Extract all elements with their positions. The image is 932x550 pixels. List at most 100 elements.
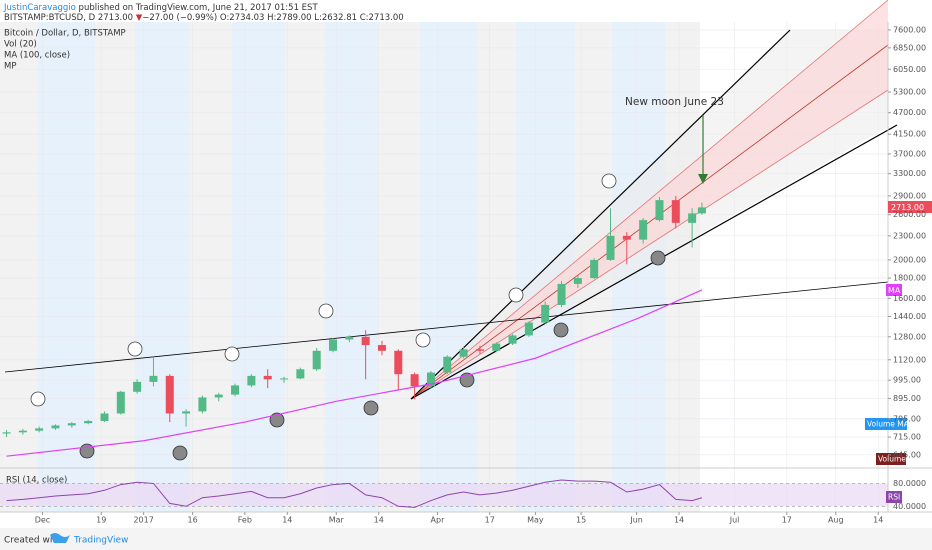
- y-tick-label: 1440.00: [893, 312, 926, 321]
- arrow: ▼: [136, 13, 143, 23]
- y-tick-label: 3300.00: [893, 169, 926, 178]
- plot: [0, 195, 888, 508]
- candle-body: [116, 391, 125, 414]
- rsi-badge: RSI: [888, 493, 900, 502]
- author: JustinCaravaggio published on TradingVie…: [3, 3, 318, 13]
- candle-body: [639, 220, 648, 240]
- x-tick-label: Aug: [828, 516, 844, 525]
- candle-body: [524, 322, 533, 336]
- y-tick-label: 1800.00: [893, 274, 926, 283]
- candle-body: [280, 378, 289, 380]
- x-tick-label: 16: [188, 516, 198, 525]
- symbol-line: BITSTAMP:BTCUSD, D 2713.00 ▼−27.00 (−0.9…: [4, 13, 404, 23]
- footer-text: Created with: [4, 536, 62, 546]
- candle-body: [426, 372, 435, 387]
- legend-item: Vol (20): [4, 40, 37, 50]
- x-tick-label: 14: [873, 516, 883, 525]
- author-name: JustinCaravaggio: [3, 3, 76, 13]
- x-tick-label: 15: [576, 516, 586, 525]
- candle-body: [541, 304, 550, 323]
- candle-body: [296, 369, 305, 379]
- candle-body: [329, 339, 337, 351]
- x-tick-label: Jun: [629, 516, 643, 525]
- volume-ma-badge: Volume MA: [867, 420, 910, 429]
- x-tick-label: 19: [96, 516, 106, 525]
- y-tick-label: 2300.00: [893, 231, 926, 240]
- y-tick-label: 6050.00: [893, 65, 926, 74]
- candle-body: [590, 259, 599, 279]
- ma-line: [6, 289, 703, 457]
- x-tick-label: Apr: [431, 516, 446, 525]
- candle-body: [697, 207, 706, 214]
- x-tick-label: 2017: [133, 516, 153, 525]
- candle-body: [492, 343, 501, 351]
- y-tick-label: 4150.00: [893, 130, 926, 139]
- annotation: New moon June 23: [625, 96, 724, 108]
- x-tick-label: 14: [674, 516, 684, 525]
- candle-body: [573, 278, 582, 284]
- chart-title: Bitcoin / Dollar, D, BITSTAMP: [4, 29, 126, 39]
- footer-bar: [0, 528, 932, 550]
- y-tick-label: 645.00: [893, 450, 921, 459]
- x-tick-label: Jul: [729, 516, 740, 525]
- x-tick-label: Feb: [238, 516, 252, 525]
- y-tick-label: 7600.00: [893, 25, 926, 34]
- candle-body: [377, 345, 386, 351]
- badges: 2713.00 MA Volume MA Volume RSI: [865, 201, 932, 503]
- legend-item: MA (100, close): [4, 51, 70, 61]
- candle-body: [18, 430, 27, 433]
- brand[interactable]: TradingView: [73, 536, 128, 546]
- price-badge: 2713.00: [891, 203, 924, 212]
- candle-body: [410, 374, 419, 387]
- y-tick-label: 2000.00: [893, 255, 926, 264]
- drawings: [4, 0, 898, 461]
- candle-body: [35, 428, 44, 431]
- header: JustinCaravaggio published on TradingVie…: [3, 3, 404, 486]
- x-tick-label: 17: [485, 516, 495, 525]
- legend-item: MP: [4, 62, 16, 72]
- price: 2713.00: [98, 13, 133, 23]
- candle-body: [231, 385, 240, 395]
- candle-body: [51, 425, 60, 429]
- y-tick-label: 795.00: [893, 414, 921, 423]
- change: −27.00 (−0.99%): [142, 13, 217, 23]
- candle-body: [557, 283, 566, 305]
- x-tick-label: 14: [374, 516, 384, 525]
- rsi-band: [0, 483, 888, 507]
- y-tick-label: 6850.00: [893, 43, 926, 52]
- logo: [50, 533, 70, 543]
- y-tick-label: 2600.00: [893, 210, 926, 219]
- y-tick-label: 995.00: [893, 376, 921, 385]
- ohlc: O:2734.03 H:2789.00 L:2632.81 C:2713.00: [220, 13, 404, 23]
- candle-body: [312, 350, 321, 370]
- ma-badge: MA: [888, 286, 901, 295]
- y-tick-label: 1120.00: [893, 355, 926, 364]
- candle-body: [214, 394, 223, 398]
- candle-body: [688, 213, 697, 223]
- candle-body: [182, 411, 191, 414]
- y-tick-label: 3700.00: [893, 149, 926, 158]
- candle-body: [149, 375, 158, 382]
- candle-body: [443, 356, 452, 373]
- x-tick-label: 14: [282, 516, 292, 525]
- candle-body: [606, 235, 615, 260]
- y-tick-label: 1600.00: [893, 294, 926, 303]
- candle-body: [671, 200, 680, 223]
- candle-body: [67, 423, 76, 426]
- candle-body: [133, 381, 142, 392]
- candle-body: [165, 375, 174, 414]
- y-tick-label: 4700.00: [893, 108, 926, 117]
- rsi-line: [6, 479, 703, 508]
- rsi-title: RSI (14, close): [6, 476, 67, 486]
- y-tick-label: 895.00: [893, 394, 921, 403]
- candle-body: [459, 349, 468, 357]
- x-tick-label: Mar: [329, 516, 345, 525]
- candle-body: [84, 420, 93, 424]
- candle-body: [263, 375, 272, 380]
- candle-body: [361, 336, 370, 346]
- candle-body: [475, 349, 484, 351]
- candle-body: [508, 335, 517, 344]
- x-tick-label: May: [527, 516, 544, 525]
- rsi-tick-label: 40.0000: [893, 502, 926, 511]
